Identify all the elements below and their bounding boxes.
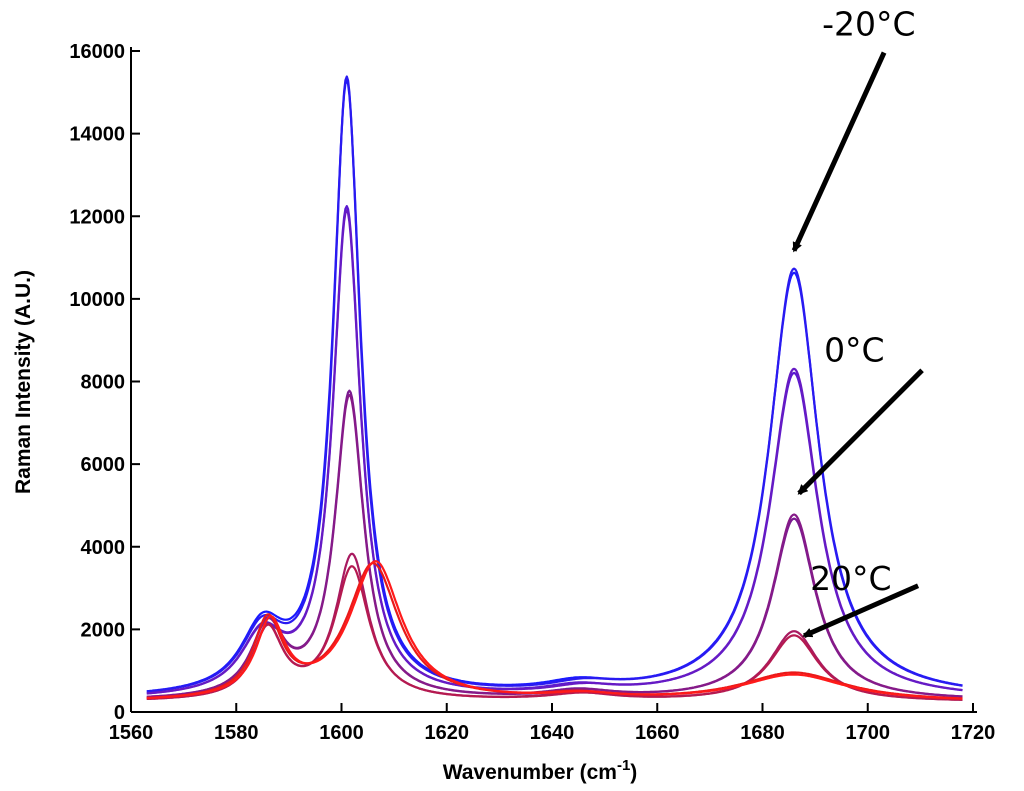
x-tick-label-1580: 1580 xyxy=(214,722,259,744)
annotation-label-2: 0°C xyxy=(824,330,885,369)
series-line-2 xyxy=(146,75,963,693)
annotation-label-1: -20°C xyxy=(822,5,915,44)
x-tick-label-1700: 1700 xyxy=(846,722,891,744)
x-tick-label-1680: 1680 xyxy=(740,722,785,744)
series-line-10 xyxy=(146,560,963,700)
y-tick-label-0: 0 xyxy=(114,702,125,724)
x-tick-label-1720: 1720 xyxy=(951,722,996,744)
x-tick-label-1600: 1600 xyxy=(319,722,364,744)
annotation-arrow-1 xyxy=(791,51,887,253)
annotation-label-3: 20°C xyxy=(810,559,892,598)
x-axis-title-main: Wavenumber (cm xyxy=(443,761,617,784)
annotation-layer: -20°C 0°C 20°C xyxy=(791,5,924,639)
x-axis-title-close: ) xyxy=(630,761,637,784)
series-line-4 xyxy=(146,209,963,695)
x-tick-label-1660: 1660 xyxy=(635,722,680,744)
axes-layer: 0 2000 4000 6000 8000 10000 12000 14000 16000 156… xyxy=(69,41,995,744)
y-tick-label-10000: 10000 xyxy=(69,289,125,311)
y-tick-label-8000: 8000 xyxy=(81,372,126,394)
x-tick-label-1560: 1560 xyxy=(109,722,154,744)
y-axis-title: Raman Intensity (A.U.) xyxy=(12,270,35,494)
x-tick-label-1620: 1620 xyxy=(425,722,470,744)
series-line-6 xyxy=(146,393,963,698)
series-line-8 xyxy=(146,565,963,701)
x-axis-title-superscript: -1 xyxy=(617,757,630,774)
series-layer xyxy=(146,75,963,701)
y-tick-label-6000: 6000 xyxy=(81,454,126,476)
x-tick-label-1640: 1640 xyxy=(530,722,575,744)
x-axis-title: Wavenumber (cm-1) xyxy=(443,757,638,784)
annotation-arrow-2 xyxy=(797,368,924,496)
series-line-5 xyxy=(146,389,963,698)
y-tick-label-14000: 14000 xyxy=(69,124,125,146)
y-tick-label-16000: 16000 xyxy=(69,41,125,63)
y-tick-label-12000: 12000 xyxy=(69,206,125,228)
y-tick-label-2000: 2000 xyxy=(81,619,126,641)
annotation-arrow-3 xyxy=(802,583,920,639)
y-tick-label-4000: 4000 xyxy=(81,537,126,559)
series-line-1 xyxy=(146,79,963,693)
